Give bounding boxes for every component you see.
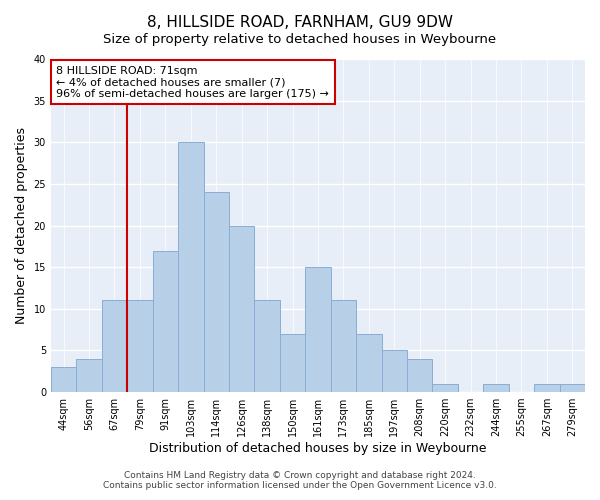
Bar	[178, 142, 203, 392]
Bar	[534, 384, 560, 392]
Bar	[127, 300, 152, 392]
Bar	[433, 384, 458, 392]
Bar	[560, 384, 585, 392]
Bar	[331, 300, 356, 392]
Y-axis label: Number of detached properties: Number of detached properties	[15, 127, 28, 324]
Bar	[203, 192, 229, 392]
Bar	[407, 359, 433, 392]
Bar	[76, 359, 102, 392]
Text: Contains HM Land Registry data © Crown copyright and database right 2024.
Contai: Contains HM Land Registry data © Crown c…	[103, 470, 497, 490]
Bar	[102, 300, 127, 392]
Bar	[305, 267, 331, 392]
Bar	[254, 300, 280, 392]
Bar	[382, 350, 407, 392]
Text: 8, HILLSIDE ROAD, FARNHAM, GU9 9DW: 8, HILLSIDE ROAD, FARNHAM, GU9 9DW	[147, 15, 453, 30]
Bar	[280, 334, 305, 392]
Text: 8 HILLSIDE ROAD: 71sqm
← 4% of detached houses are smaller (7)
96% of semi-detac: 8 HILLSIDE ROAD: 71sqm ← 4% of detached …	[56, 66, 329, 99]
Bar	[483, 384, 509, 392]
X-axis label: Distribution of detached houses by size in Weybourne: Distribution of detached houses by size …	[149, 442, 487, 455]
Bar	[51, 367, 76, 392]
Bar	[356, 334, 382, 392]
Text: Size of property relative to detached houses in Weybourne: Size of property relative to detached ho…	[103, 32, 497, 46]
Bar	[152, 250, 178, 392]
Bar	[229, 226, 254, 392]
